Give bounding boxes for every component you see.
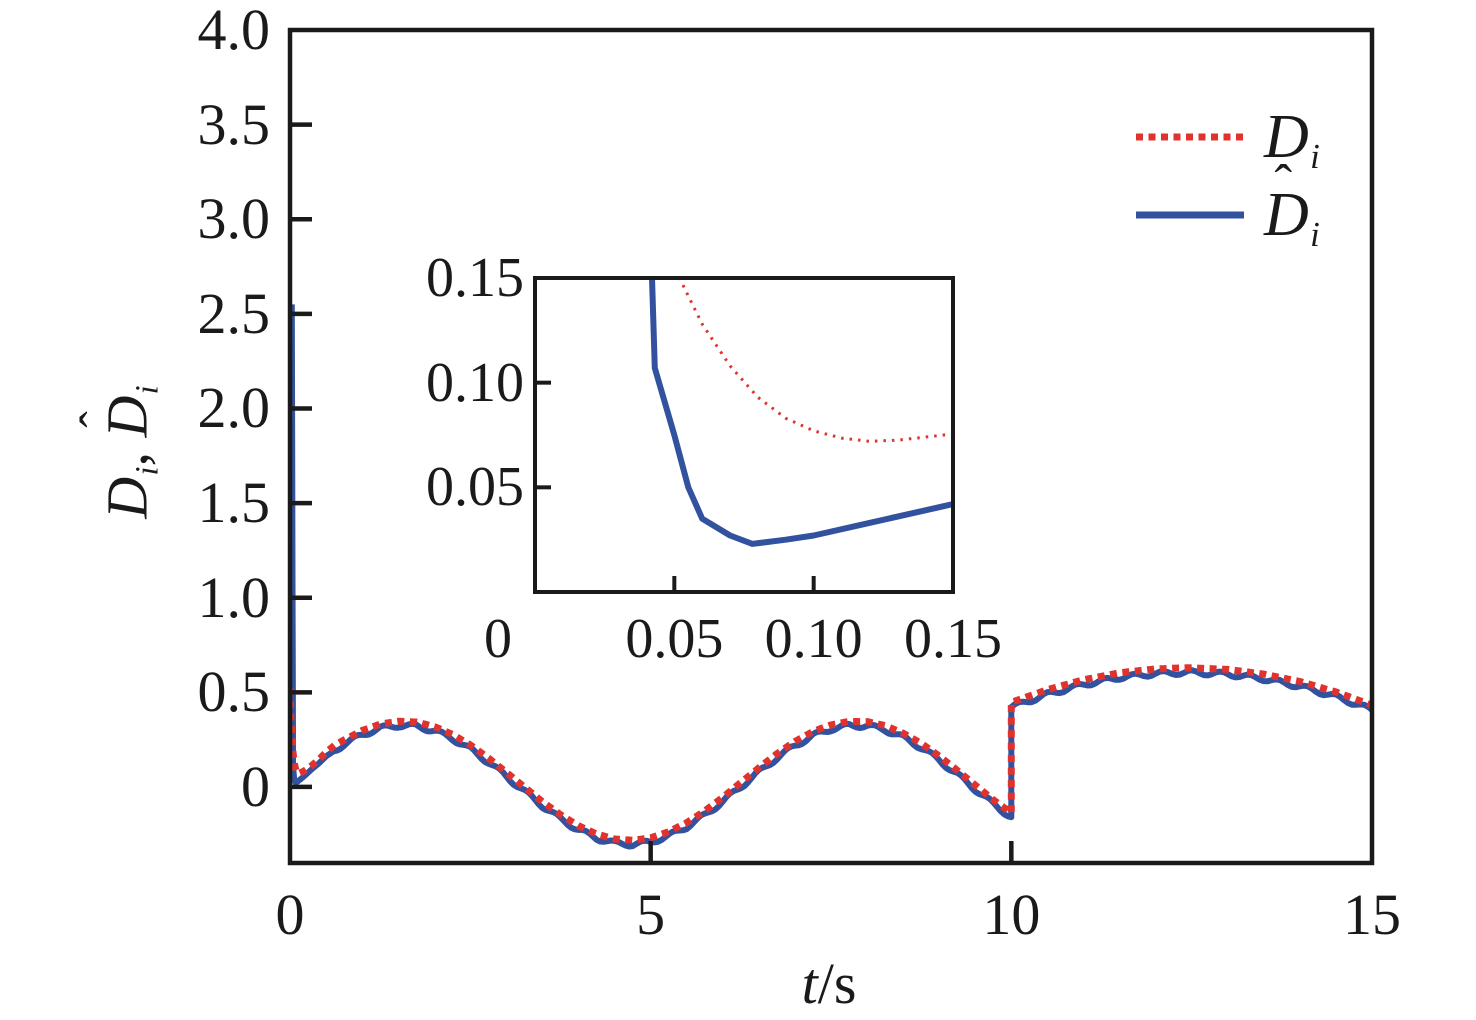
y-tick-label: 4.0 (197, 0, 271, 62)
di-curve-main (290, 664, 1372, 844)
inset-x-tick-label: 0.05 (625, 608, 724, 670)
y-tick-label: 1.5 (197, 470, 271, 536)
inset-y-tick-label: 0.15 (426, 247, 524, 309)
x-tick-label: 10 (982, 882, 1041, 947)
y-tick-label: 1.0 (197, 564, 271, 630)
x-tick-label: 15 (1343, 882, 1401, 947)
di-curve-inset (677, 278, 953, 443)
legend-item-di: Di (1134, 97, 1320, 177)
x-axis-label: t/s (801, 951, 857, 1016)
x-tick-label: 5 (636, 882, 666, 947)
legend-label-di: Di (1264, 102, 1320, 176)
dhat-curve-inset (648, 278, 953, 547)
y-tick-label: 0 (241, 753, 270, 819)
inset-x-tick-label: 0.15 (904, 608, 1002, 670)
legend-line-dotted (1136, 133, 1244, 141)
main-plot-frame (287, 27, 1375, 866)
legend-label-dhat: ˆ Di (1264, 155, 1320, 254)
inset-x-tick-label: 0.10 (764, 608, 863, 670)
y-tick-label: 2.5 (197, 280, 271, 346)
inset-plot-frame (533, 276, 955, 594)
y-tick-label: 0.5 (197, 659, 271, 725)
x-tick-label: 0 (275, 882, 305, 947)
y-tick-label: 3.0 (197, 186, 271, 252)
legend-item-dhat: ˆ Di (1134, 155, 1320, 255)
legend-line-solid (1136, 211, 1244, 219)
y-tick-label: 3.5 (197, 91, 271, 157)
y-tick-label: 2.0 (197, 375, 271, 441)
inset-y-tick-label: 0.05 (426, 456, 524, 519)
inset-x-tick-label: 0 (484, 608, 512, 670)
inset-y-tick-label: 0.10 (426, 351, 524, 414)
